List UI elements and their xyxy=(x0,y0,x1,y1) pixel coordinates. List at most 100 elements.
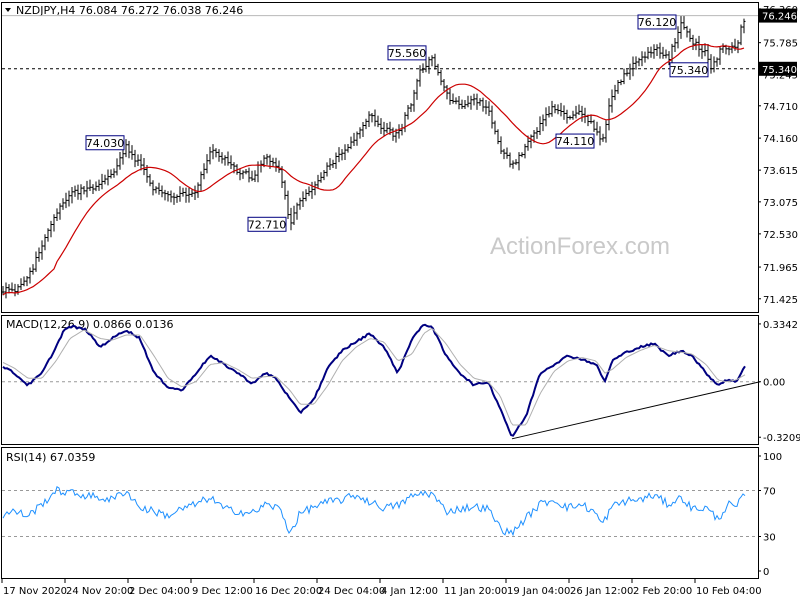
ohlc-bar xyxy=(499,136,503,155)
ohlc-bar xyxy=(286,190,290,219)
time-tick-label: 24 Nov 20:00 xyxy=(66,586,133,597)
macd-tick-label: -0.3209 xyxy=(763,433,800,444)
ohlc-bar xyxy=(604,120,608,143)
ohlc-bar xyxy=(451,93,455,104)
price-annotation-label: 72.710 xyxy=(248,218,287,231)
ohlc-bar xyxy=(289,207,293,231)
ohlc-bar xyxy=(358,127,362,139)
ohlc-bar xyxy=(466,95,470,108)
watermark: ActionForex.com xyxy=(490,233,670,260)
ohlc-bar xyxy=(205,154,209,174)
ohlc-bar xyxy=(370,112,374,123)
ohlc-bar xyxy=(241,170,245,179)
ohlc-bar xyxy=(109,169,113,179)
ohlc-bar xyxy=(592,119,596,132)
ohlc-bar xyxy=(217,149,221,162)
rsi-tick-label: 30 xyxy=(763,533,776,544)
ohlc-bar xyxy=(418,65,422,87)
ohlc-bar xyxy=(154,186,158,194)
ohlc-bar xyxy=(526,135,530,151)
ohlc-bar xyxy=(136,154,140,166)
ohlc-bar xyxy=(565,109,569,124)
ohlc-bar xyxy=(523,143,527,159)
ohlc-bar xyxy=(679,15,683,39)
ohlc-bar xyxy=(298,197,302,210)
ohlc-bar xyxy=(739,24,743,46)
time-tick-label: 2 Dec 04:00 xyxy=(129,586,190,597)
ohlc-bar xyxy=(610,89,614,113)
ohlc-bar xyxy=(556,104,560,115)
ohlc-bar xyxy=(277,160,281,173)
ohlc-bar xyxy=(631,56,635,77)
rsi-panel-header: RSI(14) 67.0359 xyxy=(6,451,95,464)
ohlc-bar xyxy=(484,100,488,115)
ohlc-bar xyxy=(355,131,359,146)
ohlc-bar xyxy=(130,145,134,160)
ohlc-bar xyxy=(415,78,419,100)
ohlc-bar xyxy=(124,139,128,158)
ohlc-bar xyxy=(202,163,206,180)
ohlc-bar xyxy=(544,107,548,127)
ohlc-bar xyxy=(520,152,524,158)
ohlc-bar xyxy=(691,34,695,51)
macd-trendline xyxy=(511,381,761,440)
price-annotation: 74.110 xyxy=(555,133,595,149)
macd-signal-line xyxy=(2,328,746,426)
ohlc-bar xyxy=(715,57,719,67)
last-price-tag: 76.246 xyxy=(759,8,797,23)
ohlc-bar xyxy=(214,148,218,158)
ohlc-bar xyxy=(643,51,647,63)
price-panel-header: NZDJPY,H4 76.084 76.272 76.038 76.246 xyxy=(16,4,243,17)
ohlc-bar xyxy=(265,153,269,165)
ohlc-bar xyxy=(685,25,689,38)
ohlc-bar xyxy=(616,80,620,94)
time-tick-label: 10 Feb 04:00 xyxy=(696,586,762,597)
ohlc-bar xyxy=(169,190,173,203)
price-layer: 74.030 72.710 75.560 74.110 76.120 75.340 xyxy=(1,14,758,299)
time-tick-label: 17 Nov 2020 xyxy=(3,586,67,597)
price-tick-label: 72.530 xyxy=(763,230,798,241)
price-tick-label: 73.075 xyxy=(763,198,798,209)
ohlc-bar xyxy=(307,186,311,197)
time-tick-label: 19 Jan 04:00 xyxy=(507,586,570,597)
ohlc-bar xyxy=(589,114,593,124)
price-tick-label: 71.965 xyxy=(763,263,798,274)
ohlc-bar xyxy=(82,185,86,195)
ohlc-bar xyxy=(310,181,314,199)
ohlc-bar xyxy=(295,202,299,220)
svg-text:76.246: 76.246 xyxy=(762,12,797,23)
ohlc-bar xyxy=(46,228,50,242)
ohlc-bar xyxy=(703,43,707,57)
ohlc-bar xyxy=(637,57,641,67)
ohlc-bar xyxy=(121,148,125,165)
ohlc-bar xyxy=(196,182,200,198)
moving-average-line xyxy=(2,43,745,296)
ohlc-bar xyxy=(226,151,230,166)
time-tick-label: 9 Dec 12:00 xyxy=(192,586,253,597)
ohlc-bar xyxy=(148,174,152,187)
time-tick-label: 26 Jan 12:00 xyxy=(570,586,633,597)
ohlc-bar xyxy=(220,152,224,164)
ohlc-bar xyxy=(283,180,287,200)
price-annotation-label: 76.120 xyxy=(638,16,677,29)
ohlc-bar xyxy=(517,152,521,171)
ohlc-bar xyxy=(337,147,341,163)
ohlc-bar xyxy=(538,116,542,135)
ohlc-bar xyxy=(607,98,611,131)
ohlc-bar xyxy=(292,205,296,225)
ohlc-bar xyxy=(640,51,644,67)
ohlc-bar xyxy=(436,63,440,76)
ohlc-bar xyxy=(259,160,263,173)
macd-layer xyxy=(2,323,761,440)
ohlc-bar xyxy=(514,159,518,165)
ohlc-bar xyxy=(244,168,248,175)
ohlc-bar xyxy=(598,126,602,146)
ohlc-bar xyxy=(460,99,464,109)
ohlc-bar xyxy=(379,118,383,135)
time-tick-label: 11 Jan 20:00 xyxy=(444,586,507,597)
ohlc-bar xyxy=(22,276,26,287)
ohlc-bar xyxy=(421,63,425,73)
dropdown-triangle-icon[interactable] xyxy=(5,8,11,12)
ohlc-bar xyxy=(583,107,587,124)
price-annotation-label: 75.340 xyxy=(670,64,709,77)
